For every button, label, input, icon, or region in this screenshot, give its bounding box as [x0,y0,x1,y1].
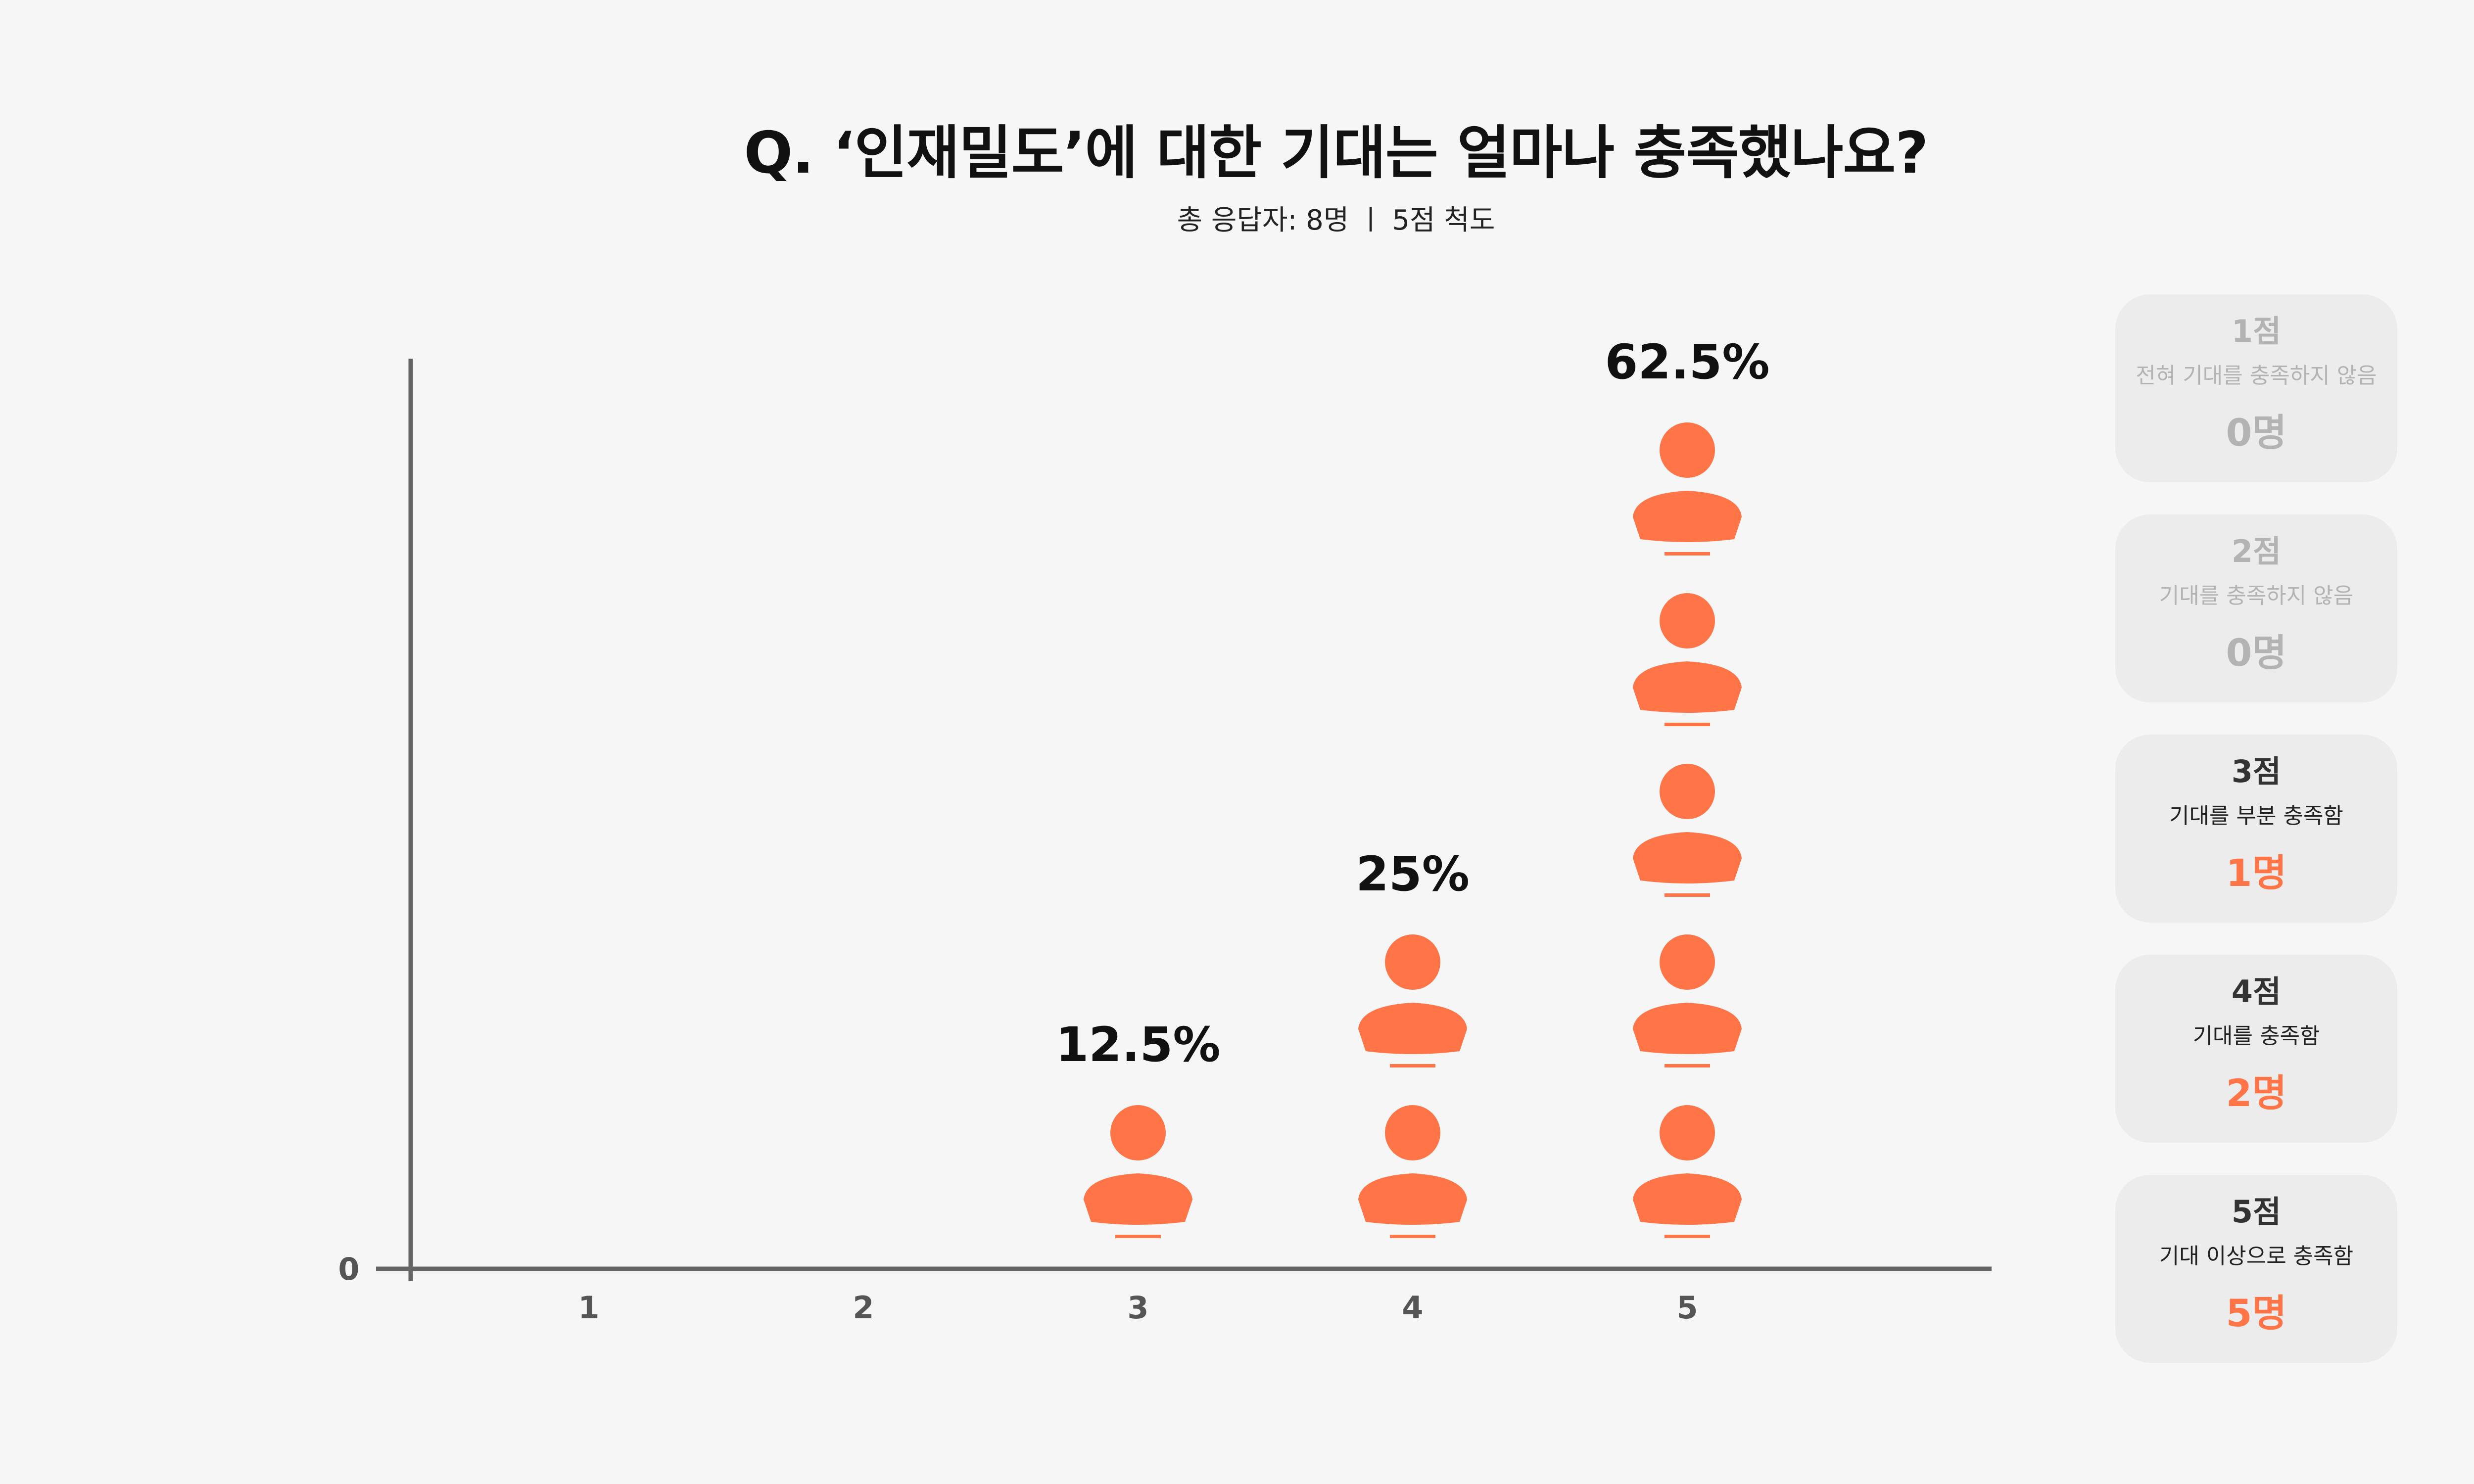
person-icon [1633,1105,1742,1238]
score-legend: 1점 전혀 기대를 충족하지 않음 0명 2점 기대를 충족하지 않음 0명 3… [2115,294,2397,1395]
chart-subtitle: 총 응답자: 8명 ㅣ 5점 척도 [1177,204,1495,236]
person-icon [1633,934,1742,1067]
legend-description: 기대를 충족하지 않음 [2159,583,2354,608]
legend-card-5: 5점 기대 이상으로 충족함 5명 [2115,1175,2397,1363]
person-icon [1633,593,1742,726]
x-tick-label: 1 [578,1290,599,1326]
legend-card-1: 1점 전혀 기대를 충족하지 않음 0명 [2115,294,2397,482]
chart-title: Q. ‘인재밀도’에 대한 기대는 얼마나 충족했나요? [744,120,1929,186]
legend-description: 전혀 기대를 충족하지 않음 [2136,363,2377,388]
legend-card-2: 2점 기대를 충족하지 않음 0명 [2115,514,2397,702]
person-icon [1633,422,1742,556]
x-tick-label: 3 [1127,1290,1148,1326]
legend-count: 1명 [2226,851,2287,895]
legend-score: 4점 [2231,974,2282,1010]
x-tick-label: 4 [1402,1290,1423,1326]
person-icon [1084,1105,1192,1238]
legend-count: 0명 [2226,631,2287,675]
legend-description: 기대를 충족함 [2192,1023,2320,1049]
legend-card-4: 4점 기대를 충족함 2명 [2115,955,2397,1143]
x-tick-label: 2 [853,1290,874,1326]
data-label: 62.5% [1605,334,1769,390]
legend-description: 기대를 부분 충족함 [2169,803,2343,829]
legend-score: 2점 [2231,533,2282,569]
legend-count: 2명 [2226,1071,2287,1115]
y-tick-label: 0 [338,1251,359,1287]
legend-score: 5점 [2231,1194,2282,1230]
legend-description: 기대 이상으로 충족함 [2159,1244,2354,1269]
x-tick-label: 5 [1676,1290,1698,1326]
legend-count: 0명 [2226,411,2287,455]
data-label: 12.5% [1055,1017,1220,1072]
person-icon [1358,934,1467,1067]
legend-card-3: 3점 기대를 부분 충족함 1명 [2115,735,2397,923]
legend-score: 3점 [2231,753,2282,789]
data-label: 25% [1356,846,1470,902]
person-icon [1358,1105,1467,1238]
person-icon [1633,764,1742,897]
legend-count: 5명 [2226,1291,2287,1335]
legend-score: 1점 [2231,313,2282,349]
